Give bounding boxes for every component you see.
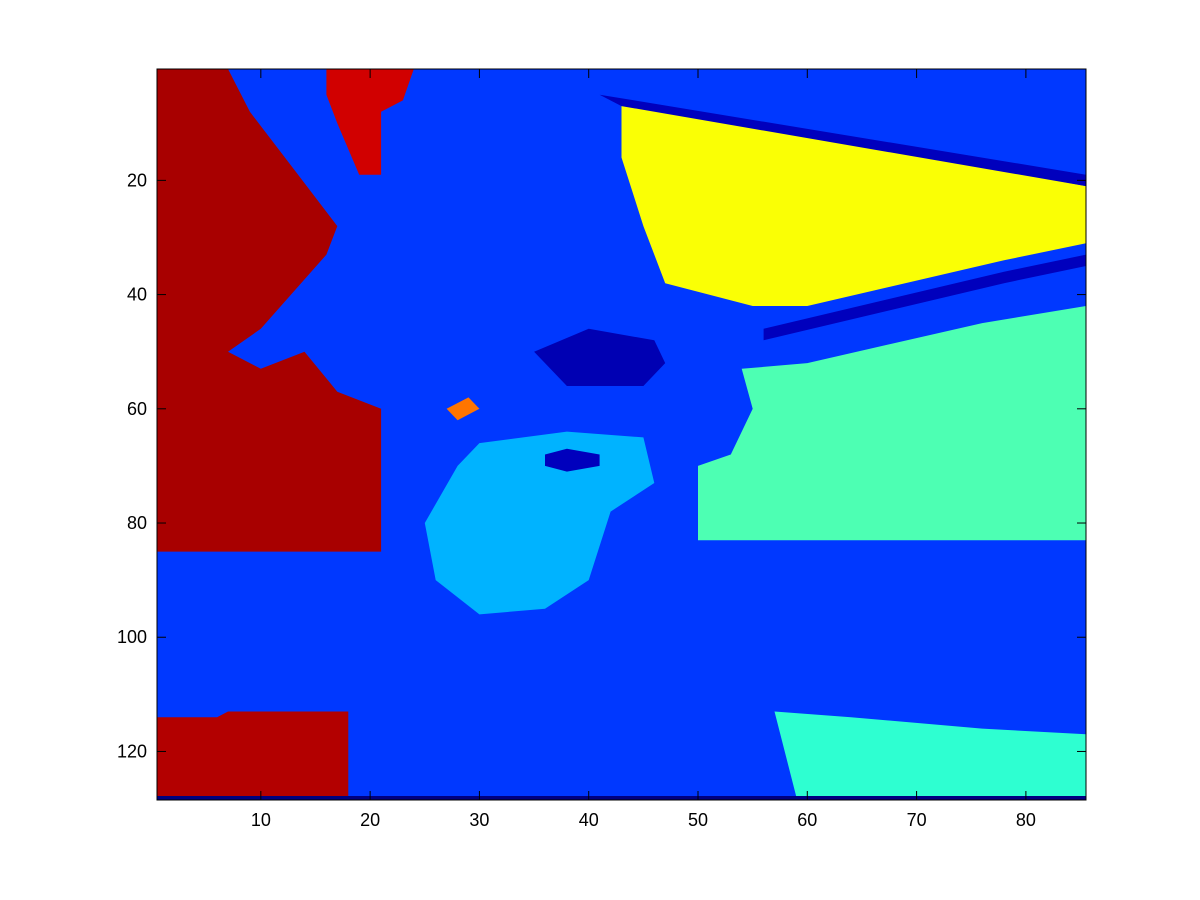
x-tick-label: 40 <box>579 810 599 830</box>
x-tick-label: 80 <box>1016 810 1036 830</box>
heatmap-region-cyan-lower-right <box>774 711 1086 798</box>
heatmap-region-bottom-edge-dark <box>157 796 1086 800</box>
y-tick-label: 120 <box>117 741 147 761</box>
heatmap-region-bright-spot <box>446 397 480 421</box>
x-tick-label: 30 <box>469 810 489 830</box>
heatmap-region-dark-spot-head <box>534 328 666 386</box>
y-tick-label: 80 <box>127 513 147 533</box>
heatmap-region-dark-band-top-right <box>599 94 1086 187</box>
y-tick-label: 20 <box>127 170 147 190</box>
y-tick-label: 60 <box>127 399 147 419</box>
x-tick-label: 50 <box>688 810 708 830</box>
heatmap-region-red-bottom-left <box>157 711 349 798</box>
x-tick-label: 20 <box>360 810 380 830</box>
x-axis: 10 20 30 40 50 60 70 80 <box>251 69 1036 830</box>
heatmap-region-eye-dark <box>545 448 600 472</box>
heatmap-region-red-top <box>326 69 414 175</box>
heatmap-region-yellow-upper-right <box>621 100 1086 307</box>
x-tick-label: 60 <box>797 810 817 830</box>
x-tick-label: 70 <box>907 810 927 830</box>
y-axis: 20 40 60 80 100 120 <box>117 170 1086 761</box>
heatmap-region-dark-band-right <box>763 254 1086 341</box>
x-tick-label: 10 <box>251 810 271 830</box>
heatmap-region-red-left-upper <box>157 69 382 552</box>
heatmap-region-light-face <box>424 431 655 615</box>
y-tick-label: 40 <box>127 285 147 305</box>
heatmap-region-cyan-right <box>698 306 1086 541</box>
heatmap-image <box>157 69 1086 800</box>
axes-box <box>156 68 1087 801</box>
y-tick-label: 100 <box>117 627 147 647</box>
